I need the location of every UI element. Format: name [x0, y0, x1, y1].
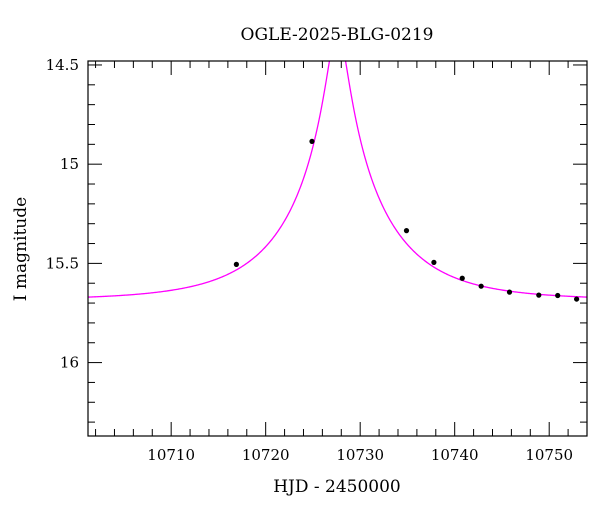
- data-point: [555, 292, 561, 299]
- y-axis-label: I magnitude: [11, 197, 31, 301]
- data-point: [506, 289, 513, 295]
- data-point: [536, 292, 542, 298]
- x-tick-label: 10710: [147, 446, 195, 464]
- data-points: [233, 138, 580, 302]
- data-point: [431, 259, 437, 265]
- y-tick-label: 16: [60, 354, 79, 372]
- data-point: [309, 138, 315, 144]
- x-tick-label: 10750: [525, 446, 573, 464]
- y-tick-label: 14.5: [46, 56, 79, 74]
- model-curve: [88, 61, 587, 298]
- data-point: [478, 283, 484, 289]
- data-point: [233, 261, 239, 267]
- chart-title: OGLE-2025-BLG-0219: [241, 25, 434, 45]
- y-tick-label: 15.5: [46, 254, 79, 272]
- y-tick-label: 15: [60, 155, 79, 173]
- x-tick-label: 10730: [336, 446, 384, 464]
- data-point: [459, 275, 465, 281]
- data-point: [574, 296, 580, 302]
- plot-frame: [87, 60, 588, 437]
- x-tick-label: 10720: [242, 446, 290, 464]
- x-tick-label: 10740: [431, 446, 479, 464]
- data-point: [403, 228, 410, 234]
- tick-labels: 10710 10720 10730 10740 10750 14.5 15 15.5 16: [46, 56, 573, 464]
- axis-ticks: [88, 61, 588, 436]
- x-axis-label: HJD - 2450000: [273, 477, 401, 497]
